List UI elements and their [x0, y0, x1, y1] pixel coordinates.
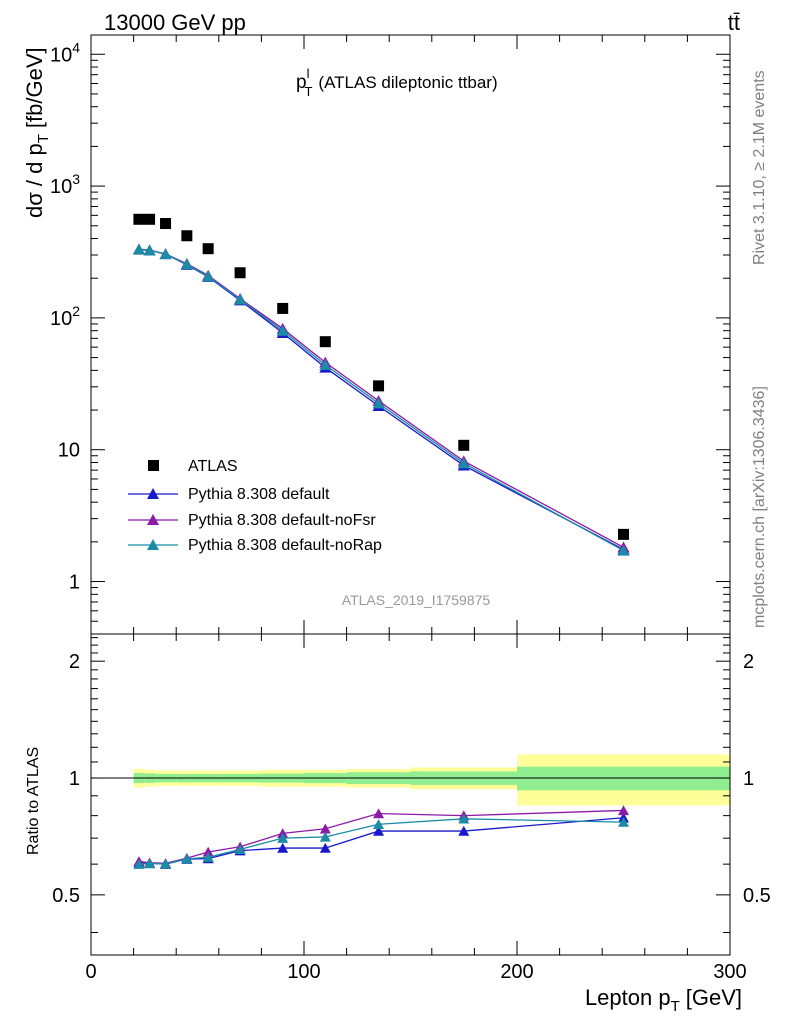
ratio-y-tick-label-right: 2	[743, 651, 754, 673]
main-ylabel: dσ / d pT [fb/GeV]	[22, 47, 52, 218]
legend-label-nofsr: Pythia 8.308 default-noFsr	[188, 512, 376, 529]
title-sup: l	[307, 66, 310, 81]
ratio-frame	[90, 633, 731, 956]
ratio-point-triangle	[202, 852, 214, 862]
ratio-y-tick-label: 0.5	[52, 885, 80, 907]
ylabel-main: dσ / d p	[22, 143, 47, 218]
ratio-point-triangle	[144, 858, 156, 869]
ratio-point-triangle	[373, 808, 385, 819]
ratio-point-triangle	[319, 831, 331, 842]
y-tick-label: 104	[50, 39, 80, 66]
data-point-triangle	[180, 258, 193, 270]
title-rest: (ATLAS dileptonic ttbar)	[318, 73, 497, 92]
ratio-point-triangle	[181, 853, 193, 864]
ylabel-sub: T	[35, 134, 52, 143]
legend-label-norap: Pythia 8.308 default-noRap	[188, 537, 382, 554]
ratio-point-triangle	[133, 858, 145, 869]
title-sub: T	[304, 84, 312, 99]
legend-marker-norap	[147, 539, 159, 550]
data-point-triangle	[159, 248, 172, 260]
data-point-triangle	[276, 324, 289, 336]
ratio-y-tick-label: 1	[69, 768, 80, 790]
ratio-ticks: 0 100 200 300 0.5 0.5 1 1 2 2	[52, 634, 771, 983]
data-point-square	[133, 213, 145, 225]
legend-marker-nofsr	[147, 514, 159, 525]
ratio-y-tick-label-right: 1	[743, 768, 754, 790]
data-point-triangle	[319, 359, 332, 371]
ratio-panel: 0 100 200 300 0.5 0.5 1 1 2 2 Ratio to ATLAS Lept…	[25, 633, 771, 1015]
x-tick-label: 100	[287, 961, 320, 983]
data-point-triangle	[132, 243, 145, 255]
ratio-point-triangle	[160, 858, 172, 869]
ratio-y-tick-label-right: 0.5	[743, 885, 771, 907]
y-tick-label: 103	[50, 171, 80, 198]
data-point-square	[319, 336, 331, 348]
data-point-square	[160, 218, 172, 230]
y-tick-label: 1	[69, 572, 80, 594]
data-point-square	[618, 528, 629, 540]
data-point-square	[373, 380, 385, 392]
data-point-square	[277, 302, 289, 314]
plot-title: pl T (ATLAS dileptonic ttbar)	[296, 66, 498, 99]
y-tick-label: 102	[50, 303, 80, 330]
main-ticks: 1 10 102 103 104	[50, 35, 731, 635]
ratio-point-triangle	[277, 832, 289, 843]
ratio-bands	[91, 754, 730, 806]
legend: ATLAS Pythia 8.308 default Pythia 8.308 …	[128, 458, 382, 554]
ylabel-unit: [fb/GeV]	[22, 47, 47, 128]
rivet-label: Rivet 3.1.10, ≥ 2.1M events	[751, 70, 768, 265]
data-point-triangle	[617, 544, 630, 556]
data-point-triangle	[143, 244, 156, 256]
data-point-square	[458, 439, 470, 451]
data-point-triangle	[202, 270, 215, 282]
main-data	[132, 213, 630, 556]
ratio-point-triangle	[618, 805, 629, 816]
data-point-square	[181, 230, 193, 242]
ratio-point-triangle	[234, 844, 246, 855]
main-frame	[90, 34, 731, 635]
legend-marker-atlas	[148, 460, 159, 471]
legend-marker-default	[147, 488, 159, 499]
data-point-triangle	[234, 293, 247, 305]
ratio-ylabel: Ratio to ATLAS	[25, 747, 42, 855]
ratio-y-tick-label: 2	[69, 651, 80, 673]
ratio-point-triangle	[458, 813, 470, 824]
xlabel-sub: T	[671, 998, 680, 1015]
ratio-point-triangle	[458, 825, 470, 836]
series-line	[138, 248, 624, 551]
ratio-point-triangle	[202, 846, 214, 857]
ratio-point-triangle	[373, 819, 385, 829]
data-point-square	[202, 243, 214, 255]
ratio-point-triangle	[618, 816, 629, 827]
ratio-data	[133, 805, 629, 869]
analysis-watermark: ATLAS_2019_I1759875	[342, 592, 491, 608]
data-point-square	[234, 267, 246, 279]
x-tick-label: 300	[713, 961, 746, 983]
mcplots-label: mcplots.cern.ch [arXiv:1306.3436]	[751, 386, 768, 628]
data-point-square	[144, 213, 156, 225]
legend-label-atlas: ATLAS	[188, 458, 238, 475]
xlabel-unit: [GeV]	[686, 985, 742, 1010]
ratio-point-triangle	[319, 842, 331, 853]
energy-label: 13000 GeV pp	[104, 10, 246, 35]
x-tick-label: 200	[500, 961, 533, 983]
xlabel-main: Lepton p	[585, 985, 671, 1010]
ratio-xlabel: Lepton pT [GeV]	[585, 985, 742, 1015]
ratio-point-triangle	[319, 823, 331, 834]
data-point-triangle	[457, 457, 470, 469]
y-tick-label: 10	[58, 440, 80, 462]
ratio-point-triangle	[373, 825, 385, 836]
x-tick-label: 0	[85, 961, 96, 983]
process-label: tt̄	[728, 10, 740, 35]
title-main: p	[296, 72, 307, 93]
legend-label-default: Pythia 8.308 default	[188, 486, 330, 503]
ratio-point-triangle	[277, 842, 289, 853]
data-point-triangle	[372, 397, 385, 409]
